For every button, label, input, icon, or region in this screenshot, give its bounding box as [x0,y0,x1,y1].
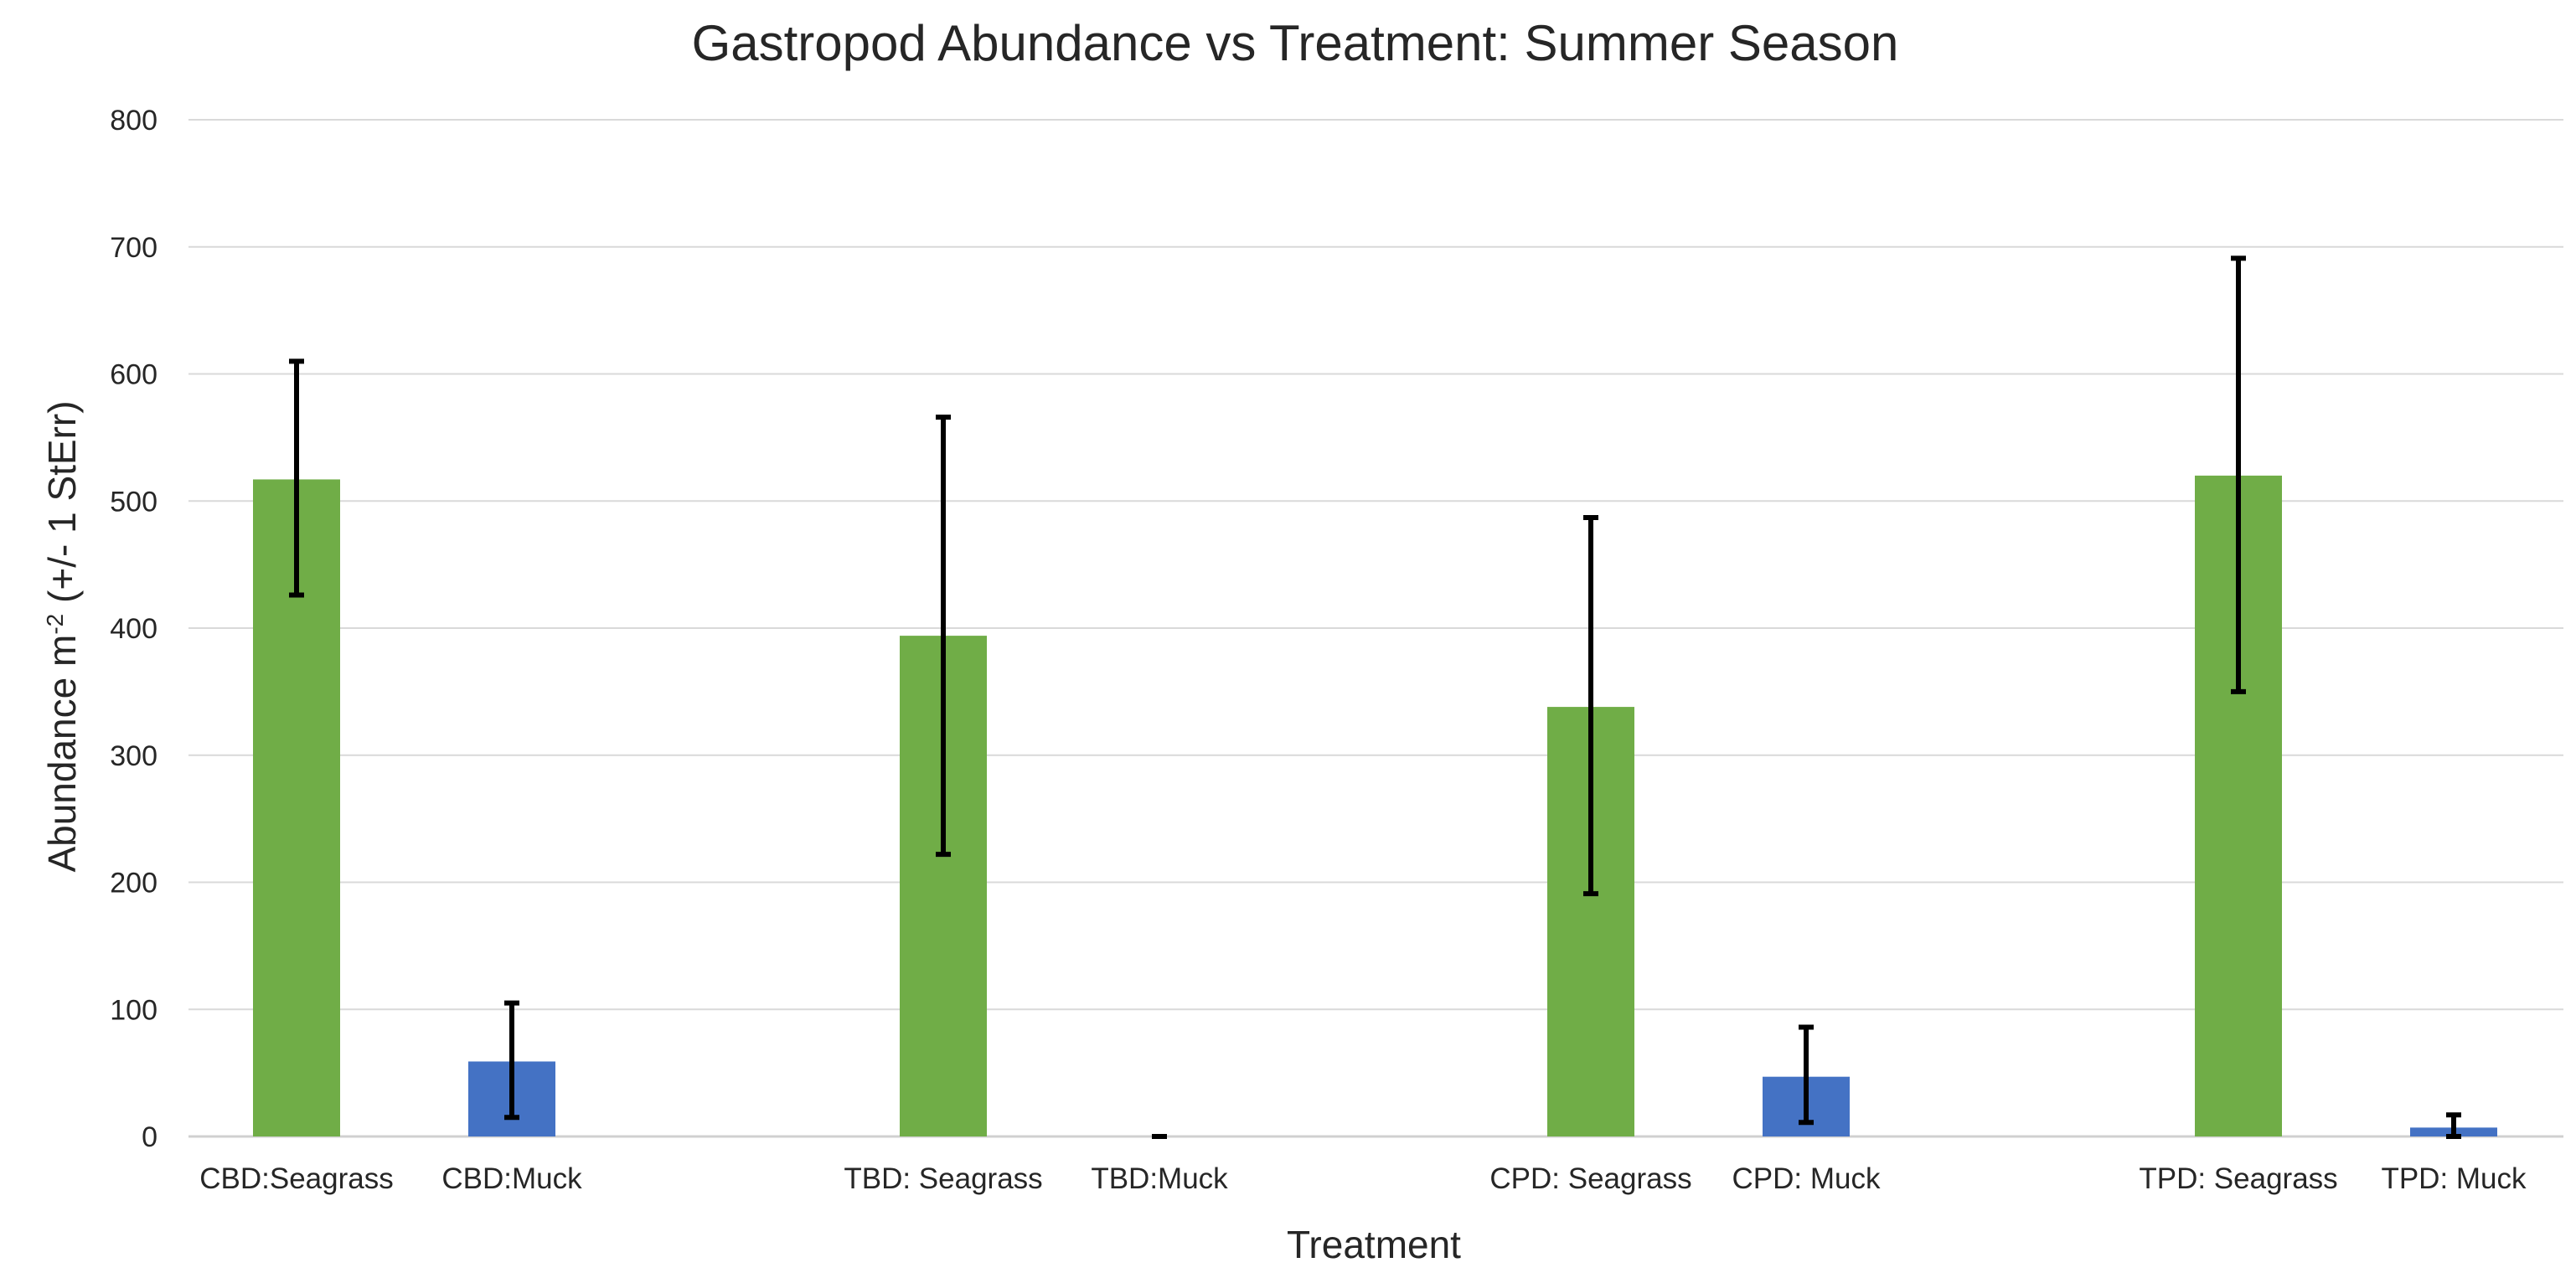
x-category-label: CBD:Seagrass [199,1162,393,1195]
y-tick-label: 500 [110,486,157,518]
y-axis-title-superscript: -2 [42,614,68,635]
x-category-label: CPD: Muck [1732,1162,1881,1195]
y-tick-label: 300 [110,740,157,772]
y-tick-label: 800 [110,105,157,137]
error-bars [289,255,2461,1139]
x-category-label: TBD: Seagrass [844,1162,1042,1195]
chart-title: Gastropod Abundance vs Treatment: Summer… [692,15,1899,71]
y-axis-title-main: Abundance m [40,635,84,873]
y-axis-ticks: 0 100 200 300 400 500 600 700 800 [110,105,157,1153]
y-tick-label: 200 [110,868,157,899]
bars [253,475,2497,1136]
y-axis-title: Abundance m-2 (+/- 1 StErr) [40,400,84,872]
x-category-label: TPD: Muck [2381,1162,2527,1195]
x-axis-title: Treatment [1287,1223,1461,1266]
x-category-label: TBD:Muck [1091,1162,1228,1195]
y-tick-label: 400 [110,613,157,645]
y-tick-label: 100 [110,994,157,1026]
x-category-label: TPD: Seagrass [2139,1162,2337,1195]
x-axis-category-labels: CBD:Seagrass CBD:Muck TBD: Seagrass TBD:Muc… [199,1162,2527,1195]
y-tick-label: 600 [110,359,157,391]
y-tick-label: 0 [142,1121,157,1153]
y-tick-label: 700 [110,232,157,264]
x-category-label: CPD: Seagrass [1489,1162,1691,1195]
gridlines [188,119,2563,1138]
y-axis-title-suffix: (+/- 1 StErr) [40,400,84,613]
x-category-label: CBD:Muck [441,1162,582,1195]
